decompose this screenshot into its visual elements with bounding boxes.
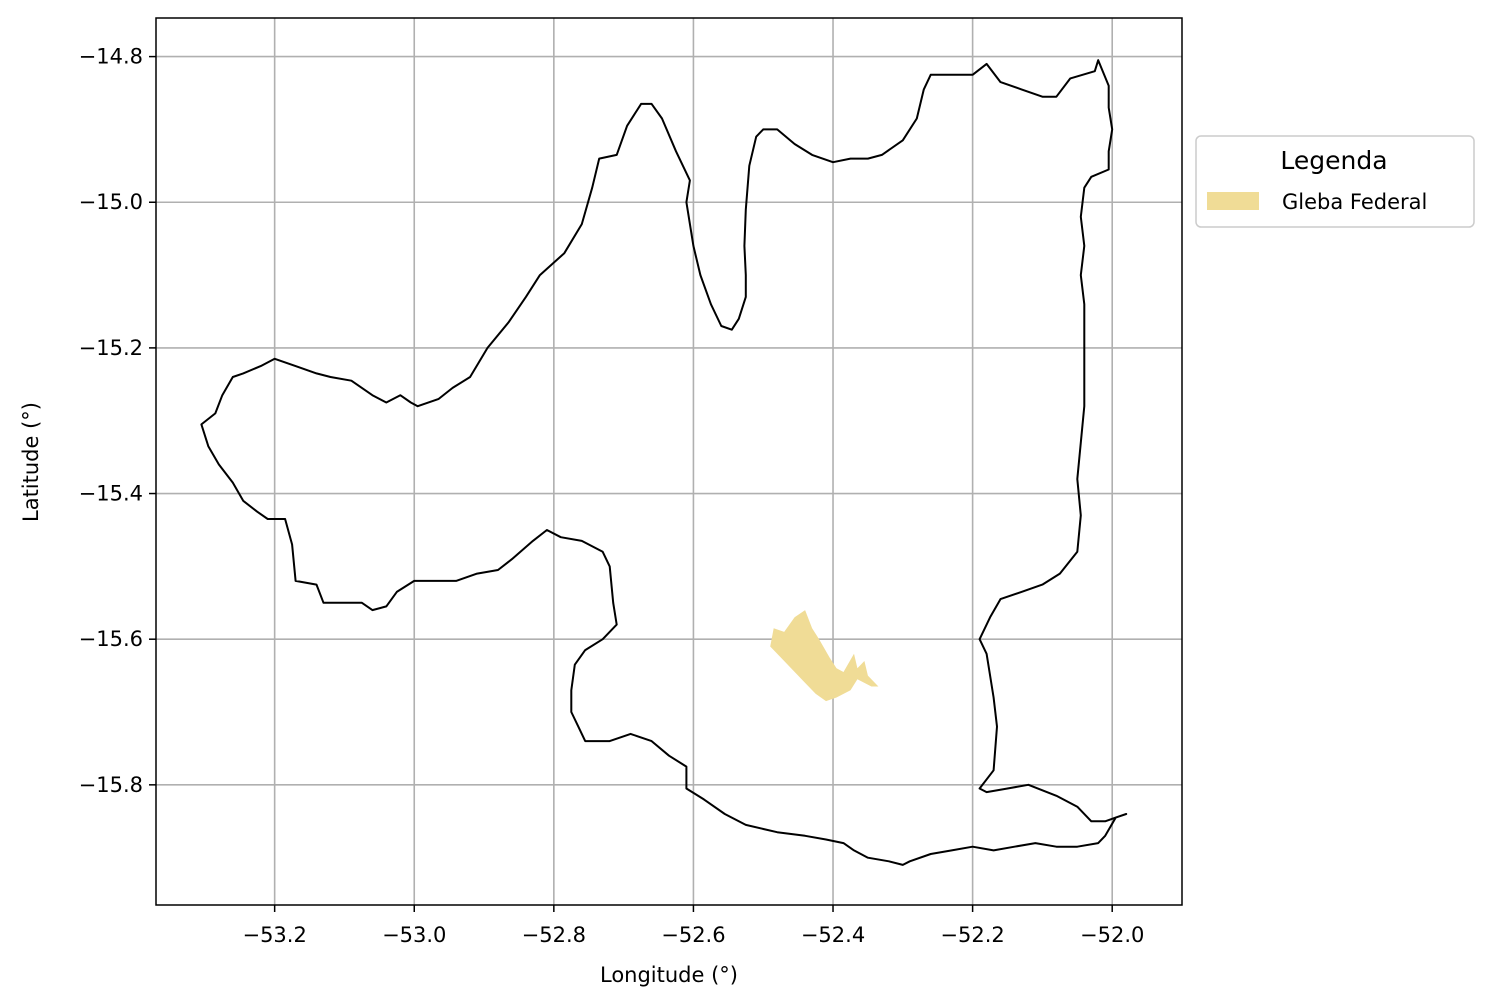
x-tick-label: −53.0 <box>382 923 446 947</box>
legend-label-gleba-federal: Gleba Federal <box>1282 190 1427 214</box>
x-tick-label: −52.8 <box>522 923 586 947</box>
y-tick-label: −15.6 <box>79 627 143 651</box>
gleba-federal-area <box>770 610 879 702</box>
y-tick-label: −15.4 <box>79 482 143 506</box>
legend-title: Legenda <box>1280 146 1387 175</box>
x-tick-label: −53.2 <box>242 923 306 947</box>
y-tick-label: −14.8 <box>79 45 143 69</box>
x-tick-label: −52.6 <box>661 923 725 947</box>
y-tick-label: −15.0 <box>79 190 143 214</box>
y-tick-label: −15.8 <box>79 773 143 797</box>
municipality-boundary <box>200 59 1128 866</box>
legend-swatch-gleba-federal <box>1207 192 1259 210</box>
plot-frame <box>155 17 1183 906</box>
x-tick-label: −52.4 <box>801 923 865 947</box>
map-features <box>200 59 1128 866</box>
grid-lines <box>156 18 1182 905</box>
legend: Legenda Gleba Federal <box>1195 135 1475 228</box>
axis-ticks: −53.2 −53.0 −52.8 −52.6 −52.4 −52.2 −52.0 −14.8… <box>79 45 1145 947</box>
legend-box <box>1195 135 1475 228</box>
y-tick-label: −15.2 <box>79 336 143 360</box>
x-tick-label: −52.2 <box>940 923 1004 947</box>
x-axis-label: Longitude (°) <box>600 963 738 987</box>
y-axis-label: Latitude (°) <box>19 402 43 522</box>
x-tick-label: −52.0 <box>1080 923 1144 947</box>
